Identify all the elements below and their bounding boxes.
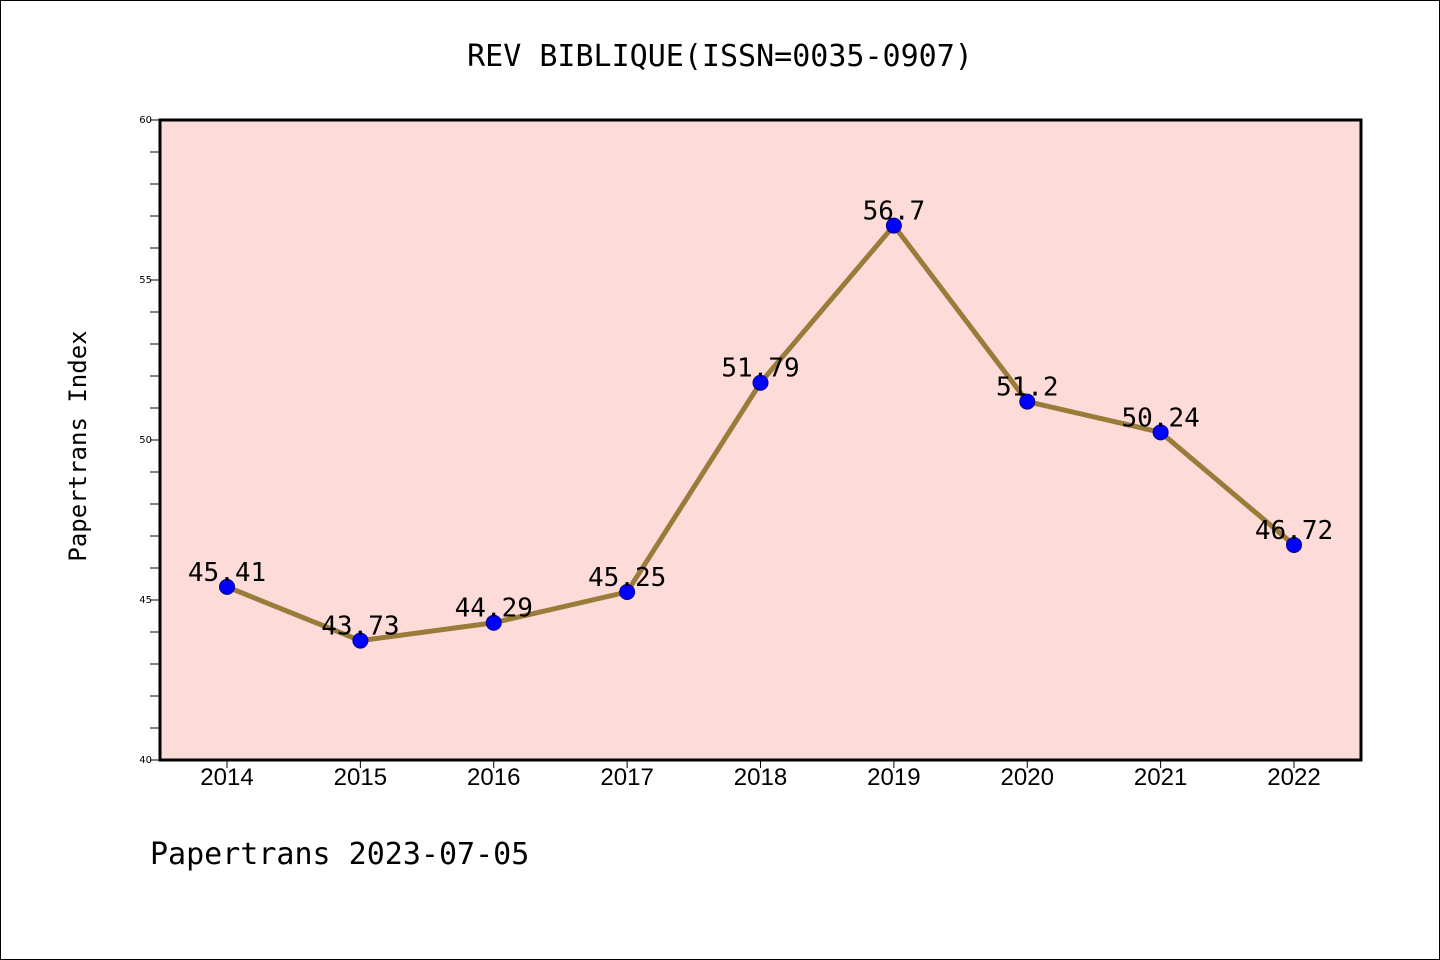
data-point (752, 374, 769, 391)
y-tick-label: 45 (139, 595, 152, 606)
x-tick-label: 2014 (200, 764, 253, 791)
footer-text: Papertrans 2023-07-05 (150, 837, 529, 872)
data-label: 44.29 (455, 594, 533, 624)
x-tick-label: 2017 (600, 764, 653, 791)
data-point (885, 217, 902, 234)
plot-area (158, 118, 1363, 762)
x-tick-label: 2021 (1134, 764, 1187, 791)
y-tick-label: 40 (139, 755, 152, 766)
data-point (1286, 536, 1302, 553)
x-tick-label: 2020 (1001, 764, 1054, 791)
data-point (619, 584, 636, 600)
data-label: 50.24 (1121, 403, 1199, 433)
data-label: 45.25 (588, 563, 666, 593)
y-tick-label: 50 (139, 435, 152, 446)
x-tick-label: 2019 (867, 764, 920, 791)
x-axis: 2014 2015 2016 2017 2018 2019 2020 2021 2022 (200, 760, 1321, 791)
data-point (219, 578, 235, 595)
x-tick-label: 2016 (467, 764, 520, 791)
data-label: 45.41 (188, 558, 266, 588)
y-axis: 40 45 50 55 60 (139, 115, 160, 766)
y-tick-label: 55 (139, 275, 152, 286)
data-label: 56.7 (863, 197, 926, 227)
data-point (1019, 393, 1036, 410)
data-label: 43.73 (321, 612, 399, 642)
data-label: 46.72 (1255, 516, 1333, 546)
y-axis-label: Papertrans Index (64, 330, 92, 561)
chart-title: REV BIBLIQUE(ISSN=0035-0907) (467, 39, 973, 74)
data-point (485, 614, 502, 631)
data-label: 51.2 (996, 373, 1059, 403)
y-tick-label: 60 (139, 115, 152, 126)
x-tick-label: 2015 (334, 764, 387, 791)
data-label: 51.79 (721, 354, 799, 384)
data-point (1152, 424, 1169, 441)
x-tick-label: 2018 (734, 764, 787, 791)
series-group: 45.41 43.73 44.29 45.25 51.79 56.7 51.2 50.24 46… (188, 197, 1333, 649)
data-point (352, 632, 369, 649)
x-tick-label: 2022 (1267, 764, 1320, 791)
